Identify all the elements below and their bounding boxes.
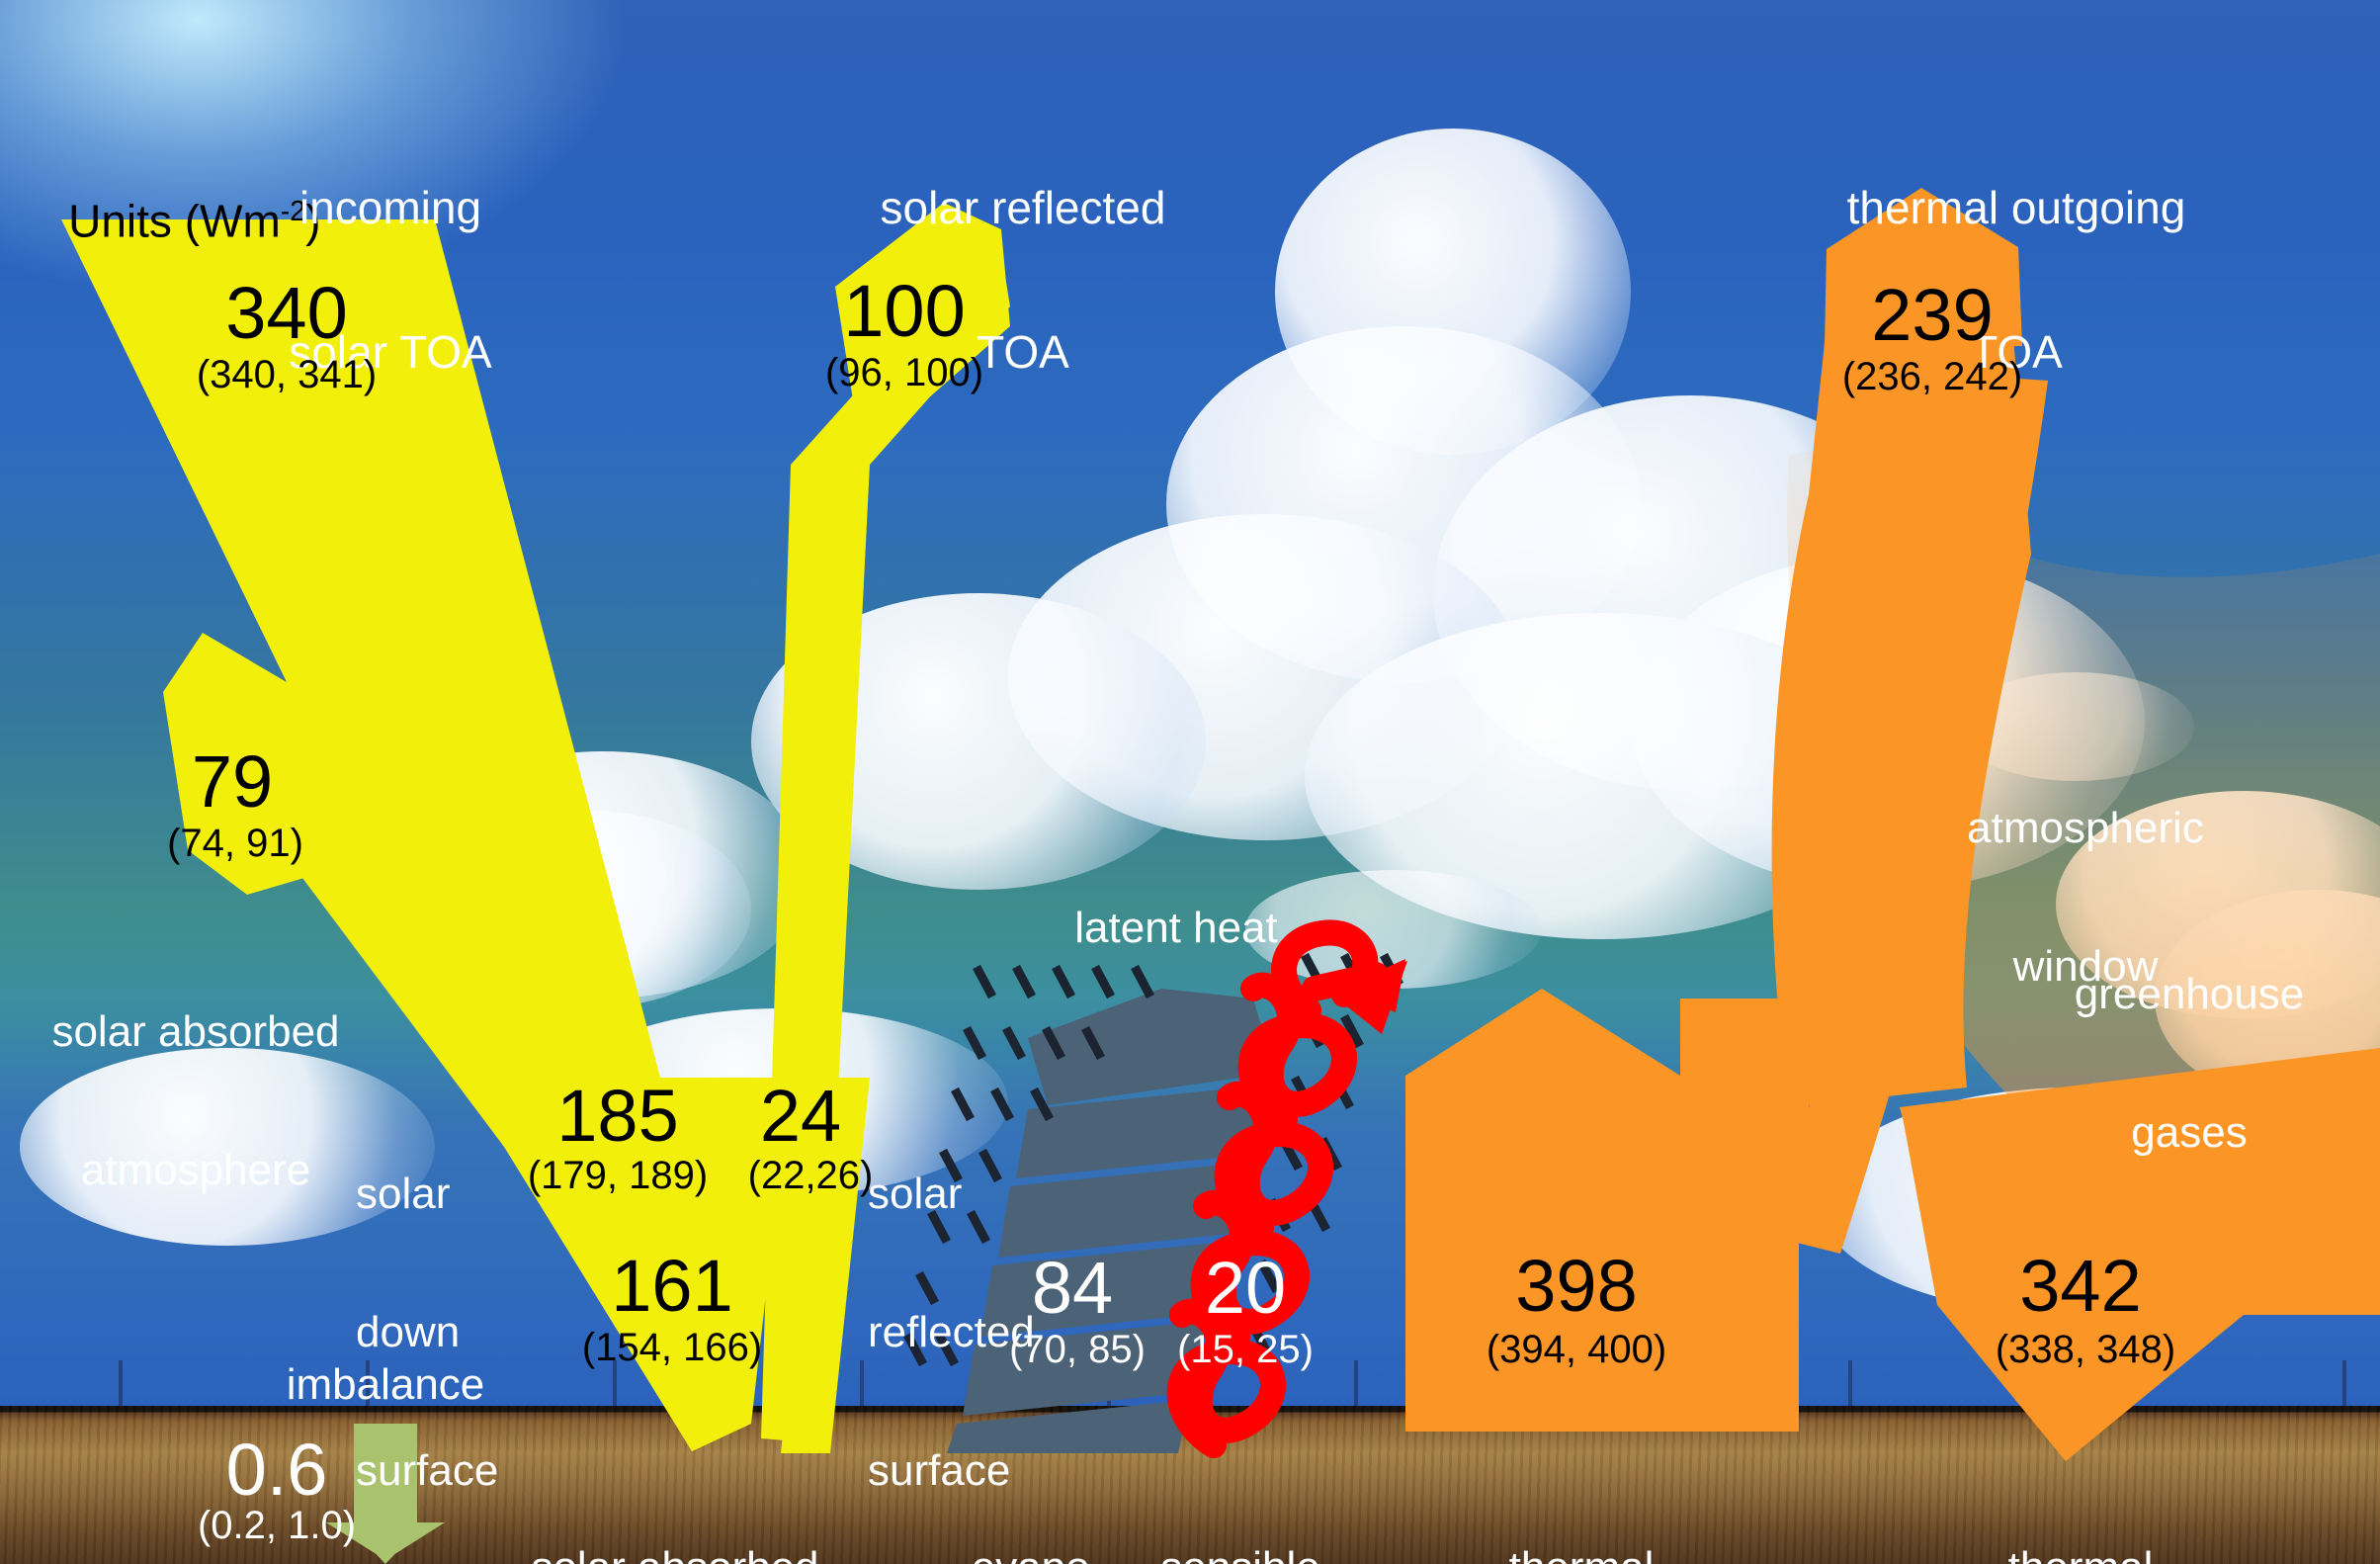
solar-reflected-toa-head [835,203,1010,457]
latent-heat-label: latent heat [1074,904,1278,952]
imbalance-label: imbalance [286,1360,485,1409]
evaporation-value: 84 [1031,1247,1114,1329]
solar-down-surface-label-line1: solar [356,1170,451,1219]
thermal-up-surface-value: 398 [1515,1245,1638,1327]
solar-absorbed-surface-value: 161 [611,1245,733,1327]
solar-absorbed-atmosphere-label: solar absorbed atmosphere [28,917,364,1286]
solar-down-surface-stem [499,1078,791,1451]
solar-down-surface-label-line2: down [356,1308,461,1357]
incoming-solar-toa-title: incoming solar TOA [227,87,553,473]
thermal-up-surface-range: (394, 400) [1486,1328,1667,1371]
units-suffix: ) [305,195,321,247]
solar-reflected-surface-label-line3: surface [868,1446,1011,1495]
thermal-up-surface-neck [1680,999,1809,1186]
sensible-heat-helix [1166,919,1389,1458]
incoming-solar-toa-title-line1: incoming [298,181,482,233]
greenhouse-gases-label-line1: greenhouse [2074,970,2305,1019]
incoming-solar-toa-range: (340, 341) [196,353,378,396]
imbalance-value: 0.6 [225,1429,328,1511]
sensible-heat-tip [1340,959,1405,1012]
thermal-down-surface-label-line1: thermal [1927,1545,2234,1564]
units-exponent: -2 [280,195,306,227]
thermal-up-surface-body [1405,1117,1799,1432]
imbalance-arrow-head [354,1530,417,1564]
sensible-heat-label: sensible heat [1107,1453,1374,1564]
greenhouse-gases-label-line2: gases [2131,1108,2248,1158]
solar-reflected-surface-range: (22,26) [747,1154,874,1197]
solar-absorbed-atmosphere-range: (74, 91) [167,822,303,865]
solar-absorbed-surface-range: (154, 166) [581,1326,763,1369]
latent-heat-arrow-head [1028,989,1275,1105]
evaporation-label-line1: evapo- [904,1545,1171,1564]
evaporation-label: evapo- ration [904,1453,1171,1564]
imbalance-range: (0.2, 1.0) [197,1504,357,1547]
sensible-heat-label-line1: sensible [1107,1545,1374,1564]
solar-reflected-toa-value: 100 [843,270,966,352]
solar-reflected-toa-title-line1: solar reflected [880,181,1166,233]
solar-down-surface-value: 185 [556,1075,679,1157]
solar-absorbed-atmosphere-value: 79 [191,740,274,823]
atmospheric-window-ribbon [1769,376,2048,1254]
thermal-down-surface-value: 342 [2019,1245,2142,1327]
solar-reflected-surface-label: solar reflected surface [868,1080,1145,1564]
incoming-solar-toa-title-line2: solar TOA [289,325,492,378]
incoming-solar-toa-value: 340 [225,272,348,354]
solar-reflected-surface-value: 24 [759,1075,842,1157]
atmospheric-window-label-line1: atmospheric [1967,804,2204,853]
solar-absorbed-atmosphere-label-line1: solar absorbed [51,1007,340,1057]
solar-reflected-toa-title: solar reflected TOA [835,87,1211,473]
thermal-up-surface-label-line1: thermal [1438,1545,1725,1564]
atmospheric-window-label-line2: window [2012,942,2159,992]
thermal-outgoing-toa-title-line2: TOA [1970,325,2063,378]
solar-reflected-surface-label-line1: solar [868,1170,963,1219]
thermal-down-surface-range: (338, 348) [1995,1328,2176,1371]
solar-absorbed-atmosphere-wedge [163,692,314,895]
solar-down-surface-label: solar down surface [356,1080,613,1564]
cloud-low-left [20,1048,435,1246]
units-prefix: Units (Wm [68,195,281,247]
solar-reflected-toa-range: (96, 100) [824,351,984,394]
imbalance-arrow-shaft [354,1424,417,1534]
evaporation-range: (70, 85) [1009,1328,1146,1371]
thermal-outgoing-toa-title-line1: thermal outgoing [1846,181,2186,233]
thermal-down-surface-label: thermal down surface [1927,1453,2234,1564]
solar-absorbed-atmosphere-label-line2: atmosphere [80,1146,311,1195]
atmospheric-window-label: atmospheric window [1937,714,2234,1083]
sensible-heat-value: 20 [1204,1247,1287,1329]
latent-heat-arrow-segments [947,1086,1260,1453]
solar-absorbed-surface-label-line1: solar absorbed [502,1545,848,1564]
sensible-heat-range: (15, 25) [1177,1328,1314,1371]
solar-down-surface-label-line3: surface [356,1446,499,1495]
solar-reflected-toa-title-line2: TOA [977,325,1069,378]
thermal-outgoing-toa-head [1825,188,2022,348]
solar-reflected-surface-label-line2: reflected [868,1308,1035,1357]
solar-reflected-surface-riser [781,1078,870,1453]
thermal-down-surface-stem [1900,1048,2380,1285]
solar-down-surface-range: (179, 189) [527,1154,709,1197]
thermal-up-surface-label: thermal up surface [1438,1453,1725,1564]
thermal-outgoing-toa-value: 239 [1871,274,1994,356]
thermal-outgoing-toa-range: (236, 242) [1841,355,2023,398]
greenhouse-gases-label: greenhouse gases [2036,880,2342,1249]
units-label: Units (Wm-2) [18,148,320,294]
thermal-outgoing-toa-title: thermal outgoing TOA [1809,87,2224,473]
solar-absorbed-surface-label: solar absorbed surface [502,1453,848,1564]
